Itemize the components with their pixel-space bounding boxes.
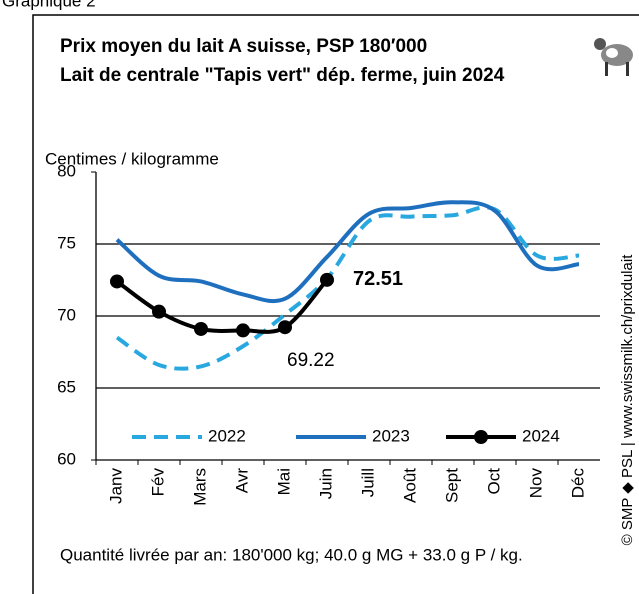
- series-line: [115, 200, 580, 304]
- point: [236, 323, 250, 338]
- chart-title: Prix moyen du lait A suisse, PSP 180′000: [60, 36, 427, 57]
- x-tick-label: Déc: [568, 468, 587, 499]
- legend-marker: [474, 430, 488, 444]
- x-tick-label: Juin: [316, 468, 335, 499]
- source: © SMP ◆ PSL | www.swissmilk.ch/prixdulai…: [619, 254, 636, 546]
- x-tick-label: Août: [400, 468, 419, 503]
- x-tick-label: Sept: [442, 468, 461, 503]
- y-tick-label: 60: [57, 449, 76, 468]
- chart-subtitle: Lait de centrale "Tapis vert" dép. ferme…: [60, 65, 505, 86]
- series-line: [115, 205, 580, 371]
- y-tick-label: 70: [57, 305, 76, 324]
- y-tick-label: 80: [57, 161, 76, 180]
- x-tick-label: Janv: [106, 468, 125, 504]
- x-tick-label: Juill: [358, 468, 377, 497]
- data-label: 69.22: [287, 350, 335, 371]
- header: Graphique 2: [2, 0, 96, 10]
- frame: [32, 14, 639, 594]
- point: [194, 321, 208, 336]
- legend-label: 2024: [522, 426, 560, 445]
- data-label: 72.51: [353, 268, 403, 290]
- cow-icon: [594, 38, 633, 76]
- point: [110, 274, 124, 289]
- point: [152, 304, 166, 319]
- y-tick-label: 75: [57, 233, 76, 252]
- point: [320, 272, 334, 287]
- footnote: Quantité livrée par an: 180'000 kg; 40.0…: [60, 545, 523, 564]
- x-tick-label: Fév: [148, 468, 167, 497]
- legend-label: 2023: [372, 426, 410, 445]
- y-axis-label: Centimes / kilogramme: [45, 149, 219, 168]
- x-tick-label: Nov: [526, 468, 545, 499]
- x-tick-label: Mars: [190, 468, 209, 506]
- x-tick-label: Avr: [232, 468, 251, 494]
- x-tick-label: Oct: [484, 468, 503, 495]
- x-tick-label: Mai: [274, 468, 293, 495]
- legend-label: 2022: [208, 426, 246, 445]
- y-tick-label: 65: [57, 377, 76, 396]
- point: [278, 320, 292, 335]
